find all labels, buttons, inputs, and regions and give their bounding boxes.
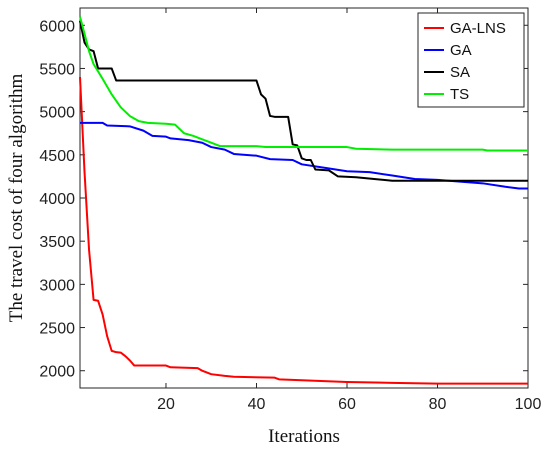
x-tick-label: 80 bbox=[429, 396, 447, 413]
series-line-ga-lns bbox=[79, 77, 528, 385]
series-line-ga bbox=[80, 121, 528, 190]
legend-label: TS bbox=[450, 86, 469, 103]
y-tick-label: 6000 bbox=[39, 18, 75, 35]
legend-label: GA-LNS bbox=[450, 20, 506, 37]
x-axis-title: Iterations bbox=[268, 426, 340, 447]
tick-labels: 20 40 60 80 100 2000 2500 3000 3500 4000 4500 5000 5… bbox=[39, 18, 541, 413]
y-tick-label: 3500 bbox=[39, 234, 75, 251]
y-tick-label: 3000 bbox=[39, 277, 75, 294]
legend: GA-LNS GA SA TS bbox=[417, 12, 525, 108]
y-tick-label: 5500 bbox=[39, 61, 75, 78]
series-line-sa bbox=[79, 20, 528, 182]
x-tick-label: 20 bbox=[157, 396, 175, 413]
y-tick-label: 2000 bbox=[39, 364, 75, 381]
y-tick-label: 4000 bbox=[39, 191, 75, 208]
series-line-ts bbox=[79, 16, 528, 152]
legend-label: GA bbox=[450, 42, 472, 59]
y-axis-title: The travel cost of four algorithm bbox=[6, 74, 27, 323]
x-tick-label: 40 bbox=[248, 396, 266, 413]
legend-label: SA bbox=[450, 64, 470, 81]
y-tick-label: 5000 bbox=[39, 105, 75, 122]
axes bbox=[79, 7, 529, 389]
y-tick-label: 4500 bbox=[39, 148, 75, 165]
x-tick-label: 60 bbox=[338, 396, 356, 413]
x-tick-label: 100 bbox=[515, 396, 542, 413]
series-lines bbox=[79, 16, 528, 385]
y-tick-label: 2500 bbox=[39, 321, 75, 338]
